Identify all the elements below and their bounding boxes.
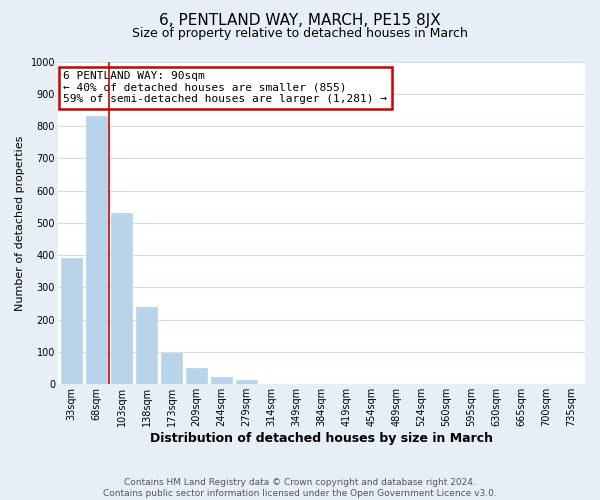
Text: 6, PENTLAND WAY, MARCH, PE15 8JX: 6, PENTLAND WAY, MARCH, PE15 8JX	[159, 12, 441, 28]
Y-axis label: Number of detached properties: Number of detached properties	[15, 135, 25, 310]
Bar	[61, 258, 82, 384]
Bar	[186, 368, 207, 384]
Text: Size of property relative to detached houses in March: Size of property relative to detached ho…	[132, 28, 468, 40]
Bar	[211, 377, 232, 384]
Bar	[161, 353, 182, 384]
Bar	[236, 380, 257, 384]
Bar	[86, 116, 107, 384]
Bar	[111, 213, 132, 384]
Text: Contains HM Land Registry data © Crown copyright and database right 2024.
Contai: Contains HM Land Registry data © Crown c…	[103, 478, 497, 498]
X-axis label: Distribution of detached houses by size in March: Distribution of detached houses by size …	[150, 432, 493, 445]
Bar	[136, 307, 157, 384]
Text: 6 PENTLAND WAY: 90sqm
← 40% of detached houses are smaller (855)
59% of semi-det: 6 PENTLAND WAY: 90sqm ← 40% of detached …	[63, 71, 387, 104]
